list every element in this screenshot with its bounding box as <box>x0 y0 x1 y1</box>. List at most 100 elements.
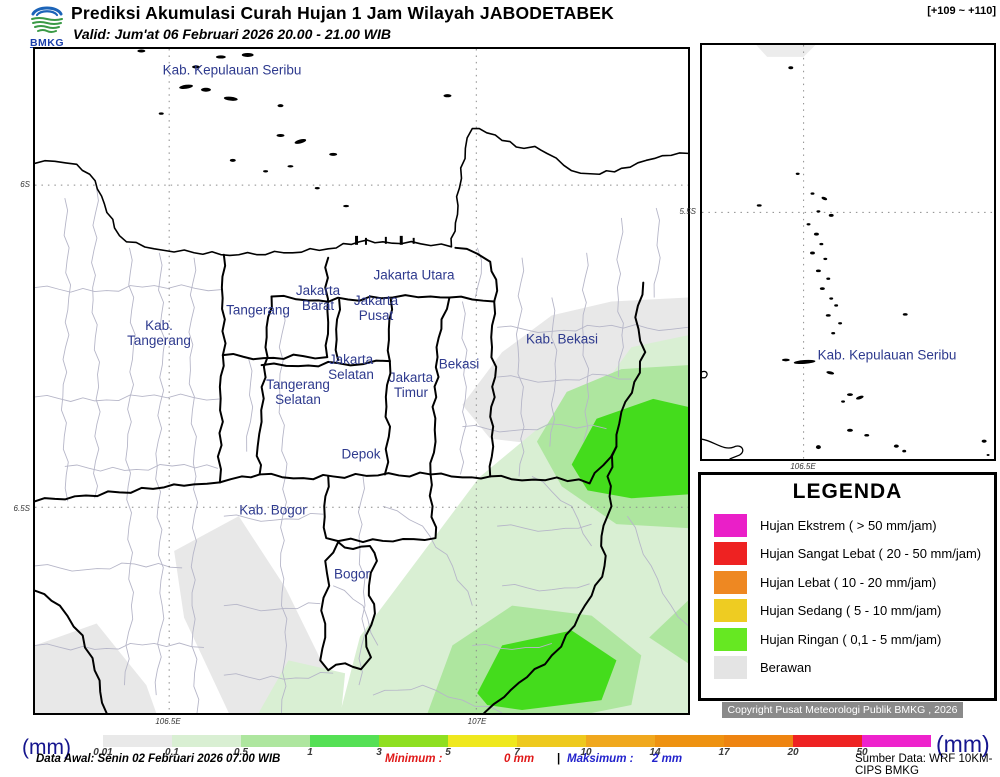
boundary-line <box>515 257 525 477</box>
boundary-line <box>531 476 592 547</box>
boundary-line <box>488 300 498 478</box>
boundary-line <box>260 359 391 368</box>
data-awal-text: Data Awal: Senin 02 Februari 2026 07.00 … <box>36 753 281 765</box>
inset-graticule <box>702 45 994 459</box>
legend-item-label: Hujan Ringan ( 0,1 - 5 mm/jam) <box>760 631 942 647</box>
boundary-line <box>616 217 624 378</box>
bmkg-logo: BMKG <box>26 2 68 49</box>
legend-item-label: Hujan Sangat Lebat ( 20 - 50 mm/jam) <box>760 546 982 562</box>
maksimum-label: Maksimum : <box>567 753 634 765</box>
colorbar-tick-label: 0.5 <box>234 747 248 758</box>
minimum-value: 0 mm <box>504 753 535 765</box>
boundary-line <box>223 602 321 612</box>
boundary-line <box>223 671 334 681</box>
colorbar <box>103 735 931 747</box>
colorbar-tick-label: 1 <box>307 747 313 758</box>
boundary-line <box>357 476 366 686</box>
forecast-hour-range: [+109 ~ +110] <box>927 5 996 17</box>
legend-item: Berawan <box>714 654 994 683</box>
boundary-line <box>154 252 166 696</box>
minimum-label: Minimum : <box>385 753 443 765</box>
boundary-line <box>258 471 432 481</box>
legend-item: Hujan Sangat Lebat ( 20 - 50 mm/jam) <box>714 540 994 569</box>
boundary-line <box>124 247 136 686</box>
boundary-line <box>60 198 72 502</box>
boundary-line <box>246 359 254 452</box>
colorbar-segment <box>103 735 172 747</box>
lat-tick-6s: 6S <box>20 180 30 189</box>
legend-item-label: Hujan Lebat ( 10 - 20 mm/jam) <box>760 574 937 590</box>
lon-tick-107e: 107E <box>467 717 487 726</box>
boundary-line <box>278 307 288 713</box>
legend-item-label: Berawan <box>760 660 812 676</box>
boundary-line <box>497 373 632 383</box>
boundary-line <box>489 445 618 485</box>
islands <box>137 49 452 208</box>
colorbar-tick-label: 17 <box>718 747 730 758</box>
legend-swatch <box>714 542 747 566</box>
boundary-line <box>429 472 492 480</box>
boundary-line <box>324 256 330 359</box>
legend-item: Hujan Ekstrem ( > 50 mm/jam) <box>714 511 994 540</box>
boundary-line <box>497 523 592 532</box>
boundary-line <box>270 294 451 303</box>
district-boundaries <box>35 127 688 713</box>
subdistrict-boundaries <box>35 188 688 713</box>
boundary-line <box>188 257 200 713</box>
legend-swatch <box>714 656 747 680</box>
boundary-line <box>35 562 183 572</box>
boundary-line <box>549 297 558 447</box>
boundary-line <box>333 585 379 646</box>
legend-item: Hujan Lebat ( 10 - 20 mm/jam) <box>714 568 994 597</box>
boundary-line <box>383 360 392 476</box>
colorbar-segment <box>862 735 931 747</box>
legend-item: Hujan Sedang ( 5 - 10 mm/jam) <box>714 597 994 626</box>
inset-map-canvas <box>702 45 994 459</box>
boundary-line <box>627 515 688 626</box>
inset-islands <box>756 66 990 457</box>
boundary-line <box>91 188 101 499</box>
colorbar-tick-label: 0.01 <box>93 747 113 758</box>
colorbar-tick-label: 20 <box>787 747 799 758</box>
copyright-bar: Copyright Pusat Meteorologi Publik BMKG … <box>722 702 963 718</box>
colorbar-tick-label: 10 <box>580 747 592 758</box>
boundary-line <box>653 207 661 298</box>
boundary-line <box>502 583 590 592</box>
legend-swatch <box>714 627 747 651</box>
boundary-line <box>497 324 688 333</box>
boundary-line <box>483 281 647 713</box>
colorbar-tick-label: 7 <box>514 747 520 758</box>
legend-box: LEGENDA Hujan Ekstrem ( > 50 mm/jam) Huja… <box>698 472 997 701</box>
boundary-line <box>35 127 688 257</box>
boundary-line <box>334 298 342 362</box>
boundary-line <box>35 589 108 713</box>
colorbar-segment <box>241 735 310 747</box>
boundary-line <box>220 253 227 357</box>
inset-lon-tick-106-5e: 106.5E <box>790 462 816 471</box>
page-title: Prediksi Akumulasi Curah Hujan 1 Jam Wil… <box>71 3 614 23</box>
lon-tick-106-5e: 106.5E <box>155 717 181 726</box>
legend-item-label: Hujan Ekstrem ( > 50 mm/jam) <box>760 517 937 533</box>
boundary-line <box>382 505 473 606</box>
legend-swatch <box>714 570 747 594</box>
boundary-line <box>454 246 499 303</box>
boundary-line <box>35 642 204 651</box>
boundary-line <box>459 301 468 475</box>
legend-swatch <box>714 599 747 623</box>
boundary-line <box>322 473 438 544</box>
graticule <box>35 49 688 713</box>
harbour-marks <box>355 235 415 245</box>
main-map-canvas <box>35 49 688 713</box>
colorbar-unit-left: (mm) <box>22 736 71 759</box>
boundary-line <box>581 252 590 442</box>
lat-tick-6-5s: 6.5S <box>13 504 30 513</box>
maksimum-value: 2 mm <box>652 753 683 765</box>
legend-item-label: Hujan Sedang ( 5 - 10 mm/jam) <box>760 603 942 619</box>
colorbar-tick-label: 3 <box>376 747 382 758</box>
boundary-line <box>35 481 221 503</box>
boundary-line <box>218 473 261 484</box>
boundary-line <box>255 295 273 476</box>
boundary-line <box>319 541 378 672</box>
boundary-line <box>223 512 324 522</box>
inset-cloud-patch <box>756 45 816 57</box>
